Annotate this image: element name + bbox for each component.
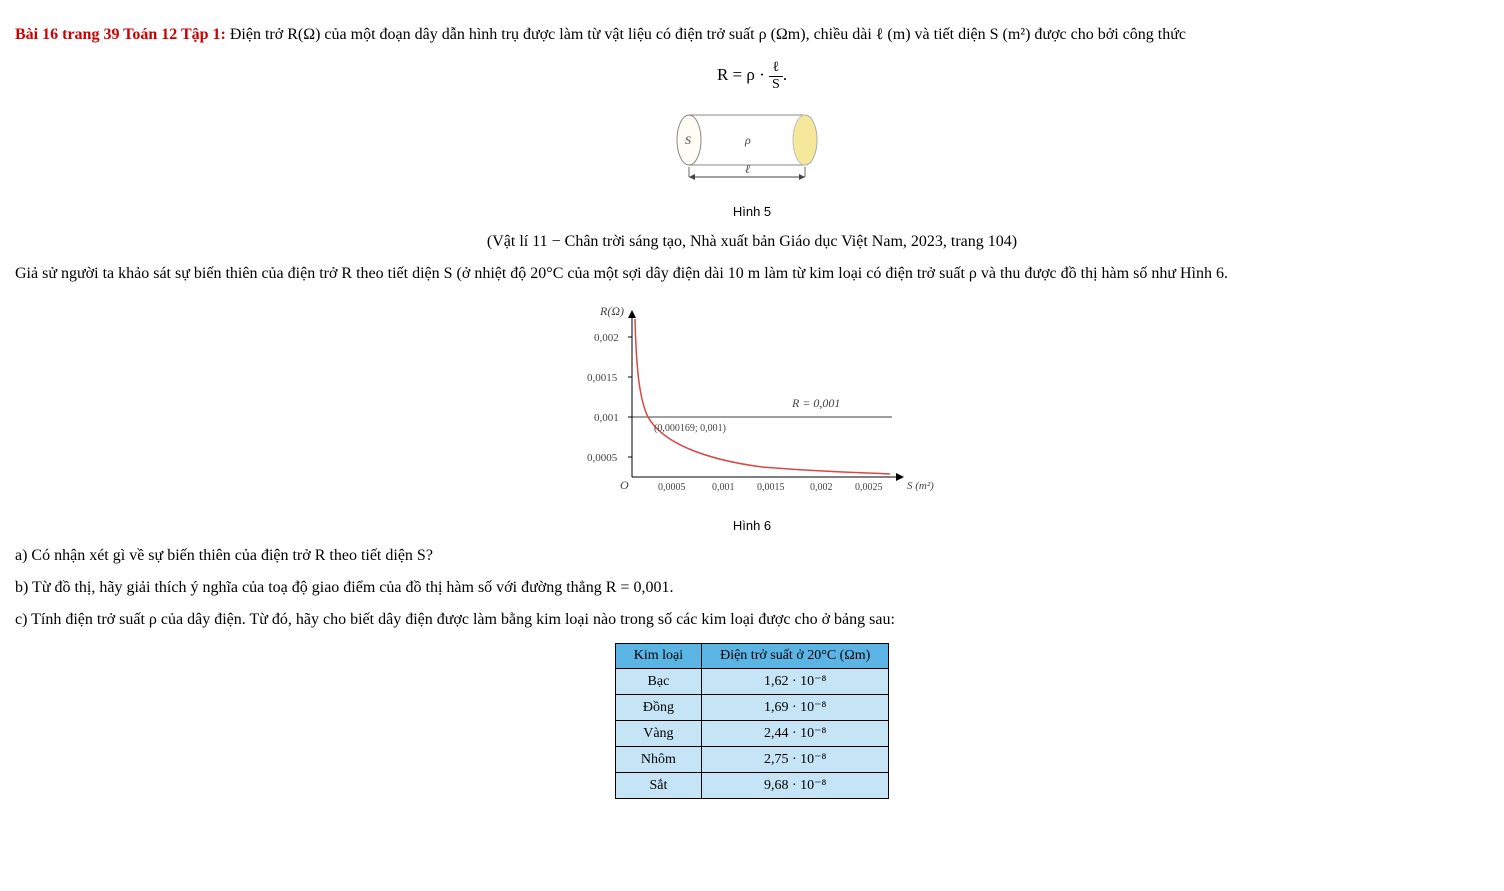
table-row: Bạc 1,62 · 10⁻⁸ (615, 669, 889, 695)
question-a: a) Có nhận xét gì về sự biến thiên của đ… (15, 547, 1489, 565)
svg-text:0,0015: 0,0015 (757, 482, 785, 493)
asymptote-label: R = 0,001 (791, 396, 840, 410)
question-b: b) Từ đồ thị, hãy giải thích ý nghĩa của… (15, 579, 1489, 597)
table-row: Đồng 1,69 · 10⁻⁸ (615, 695, 889, 721)
title-highlight: Bài 16 trang 39 Toán 12 Tập 1: (15, 26, 226, 43)
table-row: Sắt 9,68 · 10⁻⁸ (615, 773, 889, 799)
y-tick-1: 0,001 (594, 412, 632, 424)
svg-text:0,002: 0,002 (594, 332, 619, 344)
y-axis-arrow (628, 310, 636, 318)
cylinder-diagram: S ρ ℓ Hình 5 (15, 105, 1489, 219)
title-rest: Điện trở R(Ω) của một đoạn dây dẫn hình … (226, 26, 1186, 43)
chart-container: R(Ω) S (m²) O 0,0005 0,001 0,0015 0,002 … (15, 297, 1489, 533)
table-row: Vàng 2,44 · 10⁻⁸ (615, 721, 889, 747)
frac-numerator: ℓ (769, 60, 783, 77)
x-tick-0: 0,0005 (658, 482, 686, 493)
cylinder-caption: Hình 5 (15, 204, 1489, 219)
x-tick-2: 0,0015 (757, 482, 785, 493)
y-tick-2: 0,0015 (587, 372, 632, 384)
svg-text:0,0015: 0,0015 (587, 372, 618, 384)
resistivity-table: Kim loại Điện trở suất ở 20°C (Ωm) Bạc 1… (615, 643, 890, 799)
cylinder-label-s: S (685, 133, 691, 147)
chart-svg: R(Ω) S (m²) O 0,0005 0,001 0,0015 0,002 … (562, 297, 942, 507)
cylinder-label-rho: ρ (744, 133, 751, 147)
table-cell-metal: Bạc (615, 669, 701, 695)
x-tick-1: 0,001 (712, 482, 735, 493)
length-arrow-left (689, 174, 695, 180)
cylinder-label-ell: ℓ (745, 162, 750, 176)
formula-block: R = ρ · ℓ S . (15, 60, 1489, 93)
formula: R = ρ · ℓ S . (717, 65, 787, 84)
table-cell-value: 9,68 · 10⁻⁸ (702, 773, 889, 799)
title-line: Bài 16 trang 39 Toán 12 Tập 1: Điện trở … (15, 26, 1489, 44)
table-cell-value: 2,44 · 10⁻⁸ (702, 721, 889, 747)
table-header-row: Kim loại Điện trở suất ở 20°C (Ωm) (615, 644, 889, 669)
formula-lhs: R = ρ · (717, 65, 765, 84)
question-c: c) Tính điện trở suất ρ của dây điện. Từ… (15, 611, 1489, 629)
svg-text:0,001: 0,001 (712, 482, 735, 493)
chart-curve (635, 319, 890, 474)
y-tick-3: 0,002 (594, 332, 632, 344)
y-axis-label: R(Ω) (599, 304, 624, 318)
x-axis-label: S (m²) (907, 480, 934, 492)
source-line: (Vật lí 11 − Chân trời sáng tạo, Nhà xuấ… (15, 233, 1489, 251)
point-label: (0,000169; 0,001) (654, 423, 726, 434)
table-cell-metal: Vàng (615, 721, 701, 747)
svg-text:0,0005: 0,0005 (658, 482, 686, 493)
cylinder-svg: S ρ ℓ (667, 105, 837, 195)
table-cell-value: 1,69 · 10⁻⁸ (702, 695, 889, 721)
svg-text:0,001: 0,001 (594, 412, 619, 424)
formula-suffix: . (783, 65, 787, 84)
y-tick-0: 0,0005 (587, 452, 632, 464)
x-tick-3: 0,002 (810, 482, 833, 493)
length-arrow-right (799, 174, 805, 180)
svg-text:0,0025: 0,0025 (855, 482, 883, 493)
table-header-metal: Kim loại (615, 644, 701, 669)
formula-fraction: ℓ S (769, 60, 783, 93)
x-tick-4: 0,0025 (855, 482, 883, 493)
table-cell-metal: Nhôm (615, 747, 701, 773)
table-header-resistivity: Điện trở suất ở 20°C (Ωm) (702, 644, 889, 669)
frac-denominator: S (769, 77, 783, 93)
svg-text:0,0005: 0,0005 (587, 452, 618, 464)
origin-label: O (620, 478, 629, 492)
table-cell-value: 1,62 · 10⁻⁸ (702, 669, 889, 695)
table-cell-value: 2,75 · 10⁻⁸ (702, 747, 889, 773)
x-axis-arrow (896, 473, 904, 481)
chart-caption: Hình 6 (15, 518, 1489, 533)
paragraph-2: Giả sử người ta khảo sát sự biến thiên c… (15, 265, 1489, 283)
table-cell-metal: Đồng (615, 695, 701, 721)
table-row: Nhôm 2,75 · 10⁻⁸ (615, 747, 889, 773)
svg-text:0,002: 0,002 (810, 482, 833, 493)
table-cell-metal: Sắt (615, 773, 701, 799)
